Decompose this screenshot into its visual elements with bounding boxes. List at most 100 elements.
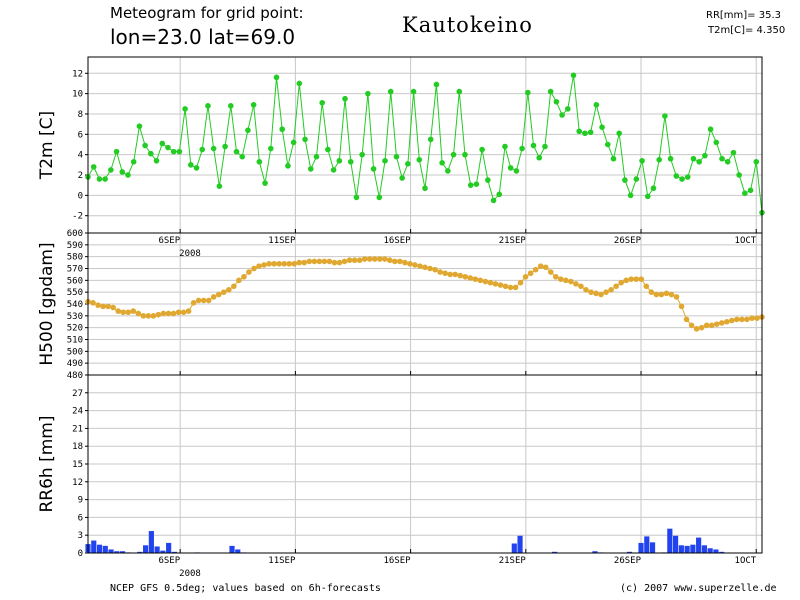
data-point (639, 157, 645, 164)
data-point (290, 139, 297, 146)
data-point (267, 145, 274, 152)
data-point (668, 291, 675, 298)
data-point (150, 313, 157, 319)
x-tick-label: 26SEP (614, 556, 642, 566)
data-point (530, 142, 537, 149)
data-point (392, 258, 398, 265)
data-point (622, 177, 628, 183)
data-point (578, 283, 584, 290)
data-point (522, 273, 529, 280)
data-point (222, 143, 228, 150)
data-point (261, 262, 267, 268)
data-point (754, 315, 760, 322)
data-point (140, 313, 147, 319)
data-point (633, 276, 640, 282)
data-point (165, 144, 171, 151)
data-point (502, 283, 509, 290)
data-point (628, 276, 635, 282)
y-tick-label: 560 (67, 276, 83, 286)
precip-bar (166, 542, 172, 553)
data-point (467, 182, 474, 188)
data-point (703, 322, 710, 329)
data-point (537, 263, 544, 269)
data-point (603, 289, 609, 295)
precip-bar (235, 549, 241, 553)
data-point (517, 279, 524, 286)
y-tick-label: 4 (78, 151, 83, 161)
y-tick-label: 12 (72, 478, 83, 488)
y-tick-label: 570 (67, 265, 83, 275)
data-point (734, 316, 740, 323)
t2m-mean-readout: T2m[C]= 4.350 (708, 25, 786, 36)
precip-bar (649, 542, 656, 553)
y-tick-label: 0 (78, 549, 83, 559)
rr-total-readout: RR[mm]= 35.3 (706, 10, 782, 21)
data-point (307, 166, 314, 172)
data-point (479, 146, 485, 153)
data-point (115, 308, 121, 314)
data-point (623, 277, 629, 284)
data-point (170, 148, 177, 155)
data-point (302, 136, 308, 143)
data-point (321, 258, 328, 265)
data-point (273, 74, 280, 81)
data-point (165, 310, 172, 317)
data-point (125, 172, 131, 178)
data-point (512, 284, 519, 291)
data-point (536, 154, 543, 161)
data-point (604, 141, 611, 148)
data-point (490, 197, 497, 204)
y-tick-label: 18 (72, 442, 83, 452)
data-point (393, 153, 400, 160)
y-tick-label: 500 (67, 347, 83, 357)
data-point (245, 127, 251, 134)
data-point (525, 89, 531, 96)
data-point (472, 276, 479, 282)
data-point (417, 263, 423, 269)
data-point (296, 259, 303, 266)
data-point (599, 124, 605, 130)
data-point (175, 309, 182, 316)
data-point (416, 156, 423, 163)
data-point (696, 158, 702, 165)
data-point (744, 316, 750, 323)
data-point (542, 143, 548, 150)
data-point (341, 258, 348, 265)
data-point (519, 145, 525, 152)
data-point (547, 88, 554, 95)
data-point (226, 287, 232, 293)
precip-bar (673, 535, 679, 553)
data-point (559, 112, 565, 118)
data-point (730, 149, 737, 156)
y-tick-label: 15 (72, 460, 83, 470)
data-point (279, 126, 286, 133)
data-point (568, 278, 574, 285)
data-point (262, 180, 268, 186)
data-point (256, 263, 262, 269)
y-tick-label: 580 (67, 253, 83, 263)
copyright-note: (c) 2007 www.superzelle.de (620, 583, 777, 594)
precip-bar (667, 528, 673, 553)
data-point (477, 277, 484, 284)
precip-bar (143, 545, 149, 553)
data-point (410, 88, 417, 95)
data-point (366, 256, 373, 262)
data-point (485, 177, 491, 183)
data-point (658, 291, 665, 298)
y-tick-label: 520 (67, 324, 83, 334)
data-point (359, 151, 365, 158)
data-point (387, 88, 394, 95)
data-point (239, 153, 246, 160)
data-point (513, 168, 520, 174)
precip-bar (592, 551, 598, 553)
x-tick-label: 21SEP (499, 556, 527, 566)
data-point (331, 259, 338, 266)
data-point (663, 290, 670, 297)
data-point (497, 282, 504, 288)
data-point (210, 294, 217, 300)
data-point (326, 258, 333, 265)
data-point (176, 148, 183, 155)
precip-bar (148, 531, 154, 553)
data-point (231, 283, 237, 290)
